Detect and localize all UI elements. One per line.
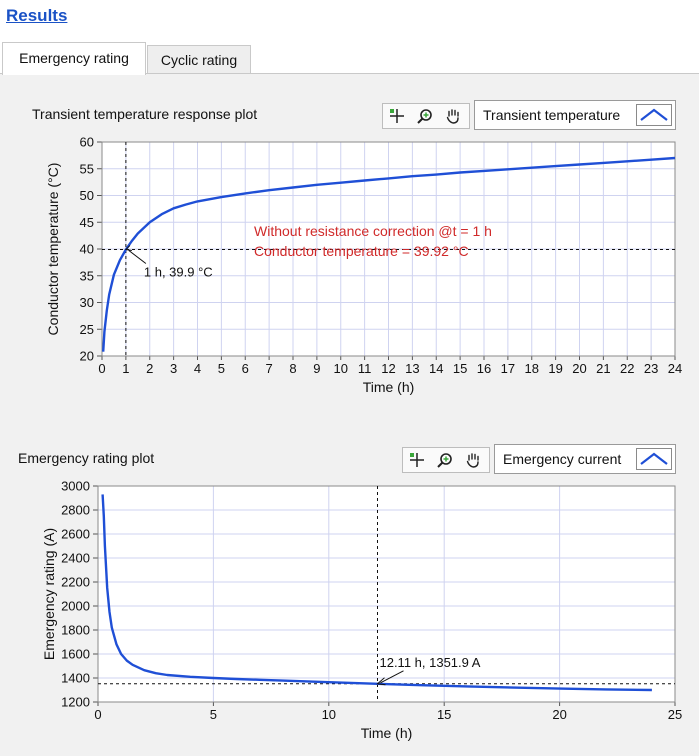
plot1-y-axis-label: Conductor temperature (°C) (45, 163, 61, 336)
plot1-annotation-line1: Without resistance correction @t = 1 h (254, 223, 492, 239)
plot1-title: Transient temperature response plot (32, 106, 258, 122)
plot1-x-tick-label: 17 (501, 361, 515, 376)
plot1-y-tick-label: 50 (80, 188, 94, 203)
plot1-x-axis-label: Time (h) (363, 379, 415, 395)
plot1-x-tick-label: 1 (122, 361, 129, 376)
plot1-x-tick-label: 4 (194, 361, 201, 376)
plot1-x-tick-label: 18 (525, 361, 539, 376)
plot2-y-tick-label: 1800 (61, 623, 90, 638)
plot2-legend[interactable]: Emergency current (494, 444, 676, 474)
plot1-x-tick-label: 0 (98, 361, 105, 376)
plot2-x-tick-label: 20 (552, 707, 566, 722)
plot1-x-tick-label: 7 (266, 361, 273, 376)
plot1-x-tick-label: 6 (242, 361, 249, 376)
plot1-x-tick-label: 14 (429, 361, 443, 376)
plot1-x-tick-label: 20 (572, 361, 586, 376)
cursor-crosshair-icon[interactable] (403, 448, 431, 472)
plot2-cursor-label: 12.11 h, 1351.9 A (379, 655, 480, 670)
plot2-y-tick-label: 1200 (61, 695, 90, 710)
pan-hand-icon[interactable] (439, 104, 467, 128)
plot1-x-tick-label: 3 (170, 361, 177, 376)
plot1-y-tick-label: 45 (80, 215, 94, 230)
tab-cyclic-rating[interactable]: Cyclic rating (147, 45, 251, 73)
plot2-y-tick-label: 2600 (61, 527, 90, 542)
plot2-x-axis-label: Time (h) (361, 725, 413, 741)
plot1-toolbar (382, 103, 470, 129)
plot2-y-tick-label: 2400 (61, 551, 90, 566)
plot1-legend[interactable]: Transient temperature (474, 100, 676, 130)
plot1-x-tick-label: 19 (548, 361, 562, 376)
plot2-legend-label: Emergency current (503, 451, 622, 467)
plot1-y-tick-label: 25 (80, 322, 94, 337)
pan-hand-icon[interactable] (459, 448, 487, 472)
plot1-x-tick-label: 11 (358, 361, 372, 376)
plot2-y-tick-label: 1400 (61, 671, 90, 686)
plot1-x-tick-label: 21 (596, 361, 610, 376)
plot2-toolbar (402, 447, 490, 473)
plot1-legend-label: Transient temperature (483, 107, 621, 123)
legend-line-icon (636, 104, 672, 126)
plot2-x-tick-label: 0 (94, 707, 101, 722)
legend-line-icon (636, 448, 672, 470)
plot1-cursor-pointer (128, 250, 147, 264)
plot1-y-tick-label: 20 (80, 349, 94, 364)
tab-emergency-rating[interactable]: Emergency rating (2, 42, 146, 75)
plot1-annotation-line2: Conductor temperature = 39.92 °C (254, 243, 469, 259)
plot2-x-tick-label: 5 (210, 707, 217, 722)
plot1-x-tick-label: 8 (289, 361, 296, 376)
plot2-x-tick-label: 10 (322, 707, 336, 722)
plot1-y-tick-label: 35 (80, 268, 94, 283)
plot1-x-tick-label: 24 (668, 361, 682, 376)
plot1-x-tick-label: 22 (620, 361, 634, 376)
plot2-y-tick-label: 2000 (61, 599, 90, 614)
tab-bar: Emergency rating Cyclic rating (0, 42, 699, 75)
cursor-crosshair-icon[interactable] (383, 104, 411, 128)
plot2-chart[interactable]: 0 5 10 15 20 25 1200 1400 1600 1800 2000 2200 2400 26… (0, 474, 699, 755)
results-link[interactable]: Results (6, 6, 68, 25)
plot1-x-tick-label: 16 (477, 361, 491, 376)
plot2-y-tick-label: 2200 (61, 575, 90, 590)
plot1-x-tick-label: 12 (381, 361, 395, 376)
plot1-series-line (102, 156, 676, 352)
plot2-cursor-pointer (380, 670, 404, 684)
plot1-cursor-arrowhead (124, 245, 132, 252)
plot1-cursor-label: 1 h, 39.9 °C (144, 265, 213, 280)
plot1-x-tick-label: 2 (146, 361, 153, 376)
plot1-y-tick-label: 40 (80, 242, 94, 257)
plot1-x-tick-label: 10 (334, 361, 348, 376)
plot1-x-tick-label: 23 (644, 361, 658, 376)
plot2-title: Emergency rating plot (18, 450, 155, 466)
plot2-y-axis-label: Emergency rating (A) (41, 528, 57, 660)
plot1-x-tick-label: 13 (405, 361, 419, 376)
plot1-plot-border (101, 141, 676, 357)
plot2-cursor-arrowhead (376, 677, 386, 686)
plot2-x-tick-label: 15 (437, 707, 451, 722)
plot1-y-tick-label: 30 (80, 295, 94, 310)
plot1-x-tick-label: 15 (453, 361, 467, 376)
plot2-y-tick-label: 1600 (61, 647, 90, 662)
zoom-icon[interactable] (411, 104, 439, 128)
plot2-y-tick-label: 3000 (61, 479, 90, 494)
plot1-y-tick-label: 60 (80, 135, 94, 150)
plot1-x-tick-label: 5 (218, 361, 225, 376)
plot1-y-tick-label: 55 (80, 161, 94, 176)
plot2-series-line (101, 494, 652, 692)
plot2-x-tick-label: 25 (668, 707, 682, 722)
plot1-x-tick-label: 9 (313, 361, 320, 376)
plot1-chart[interactable]: 0 1 2 3 4 5 6 7 8 9 10 11 12 13 14 15 16 17 18 19 20 21 22 23 24… (0, 130, 699, 415)
plot2-plot-border (97, 485, 676, 703)
zoom-icon[interactable] (431, 448, 459, 472)
plot2-y-tick-label: 2800 (61, 503, 90, 518)
